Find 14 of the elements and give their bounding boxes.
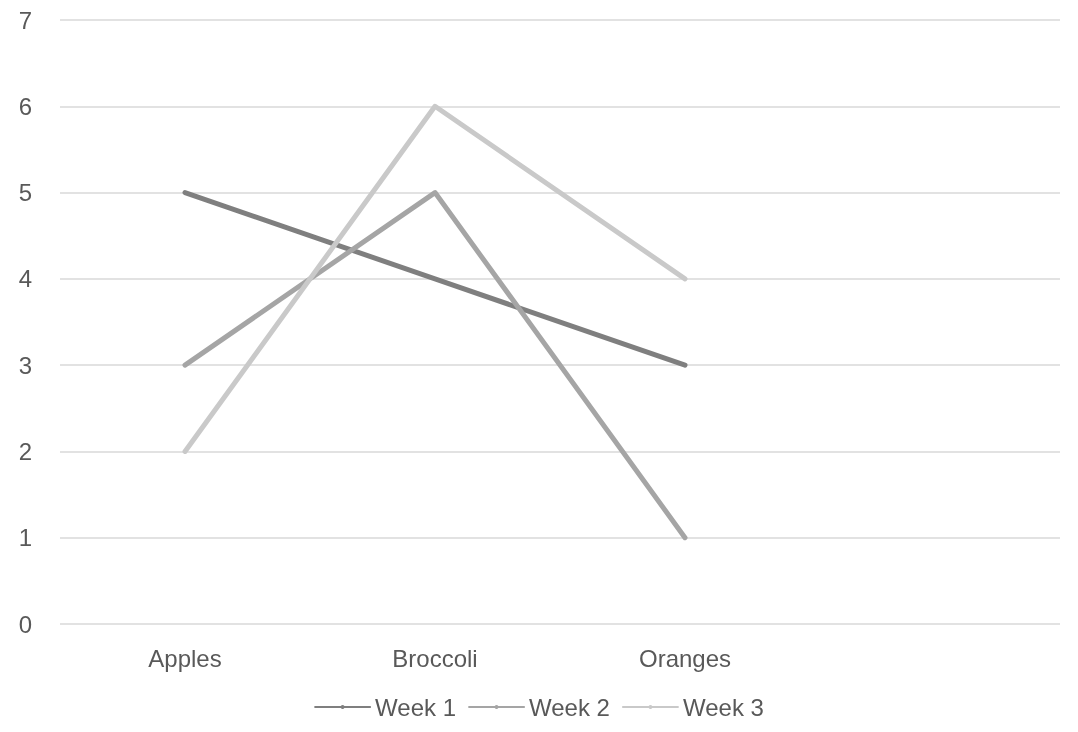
y-tick-label: 5 <box>18 179 32 207</box>
x-tick-label: Oranges <box>638 644 732 672</box>
y-tick-label: 7 <box>18 6 32 34</box>
y-tick-label: 0 <box>18 610 32 638</box>
legend-label: Week 2 <box>529 693 610 721</box>
x-tick-label: Apples <box>148 644 222 672</box>
legend-label: Week 3 <box>682 693 764 721</box>
y-tick-label: 2 <box>18 437 32 465</box>
legend-label: Week 1 <box>375 693 457 721</box>
y-tick-label: 3 <box>18 351 32 379</box>
y-tick-label: 4 <box>18 265 32 293</box>
y-tick-label: 6 <box>18 92 32 120</box>
y-tick-label: 1 <box>18 524 32 552</box>
x-tick-label: Broccoli <box>392 644 478 672</box>
